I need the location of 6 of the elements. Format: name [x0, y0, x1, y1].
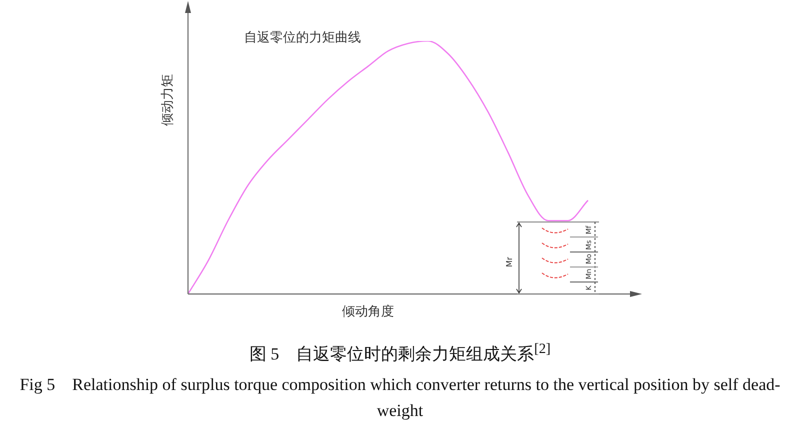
annotation: Mr: [505, 256, 514, 268]
x-axis-title: 倾动角度: [342, 303, 394, 320]
chart-title: 自返零位的力矩曲线: [244, 30, 361, 46]
caption: Fig 5 Relationship of surplus torque composition which converter returns to the vertical position by self dead-weight: [18, 374, 782, 422]
y-axis-title: 倾动力矩: [160, 74, 176, 126]
caption: 图 5 自返零位时的剩余力矩组成关系$^{[2]}$: [248, 341, 552, 366]
